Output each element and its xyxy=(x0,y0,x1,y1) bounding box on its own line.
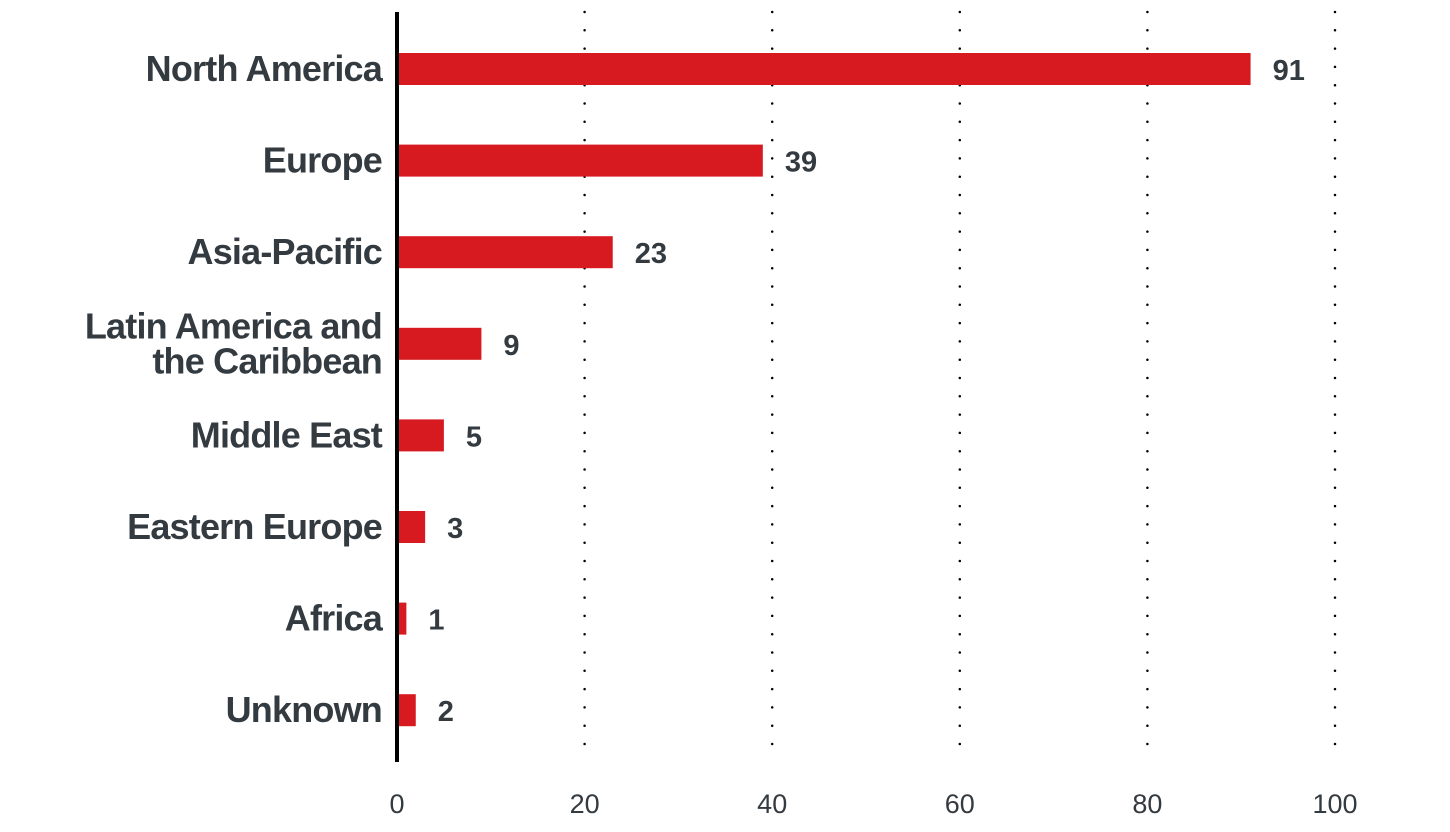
category-label-line: Eastern Europe xyxy=(127,506,382,547)
category-label-3: Latin America and the Caribbean xyxy=(85,305,382,381)
value-label-5: 3 xyxy=(447,513,463,545)
bar-layer xyxy=(397,53,1251,727)
category-label-line: the Caribbean xyxy=(152,340,382,381)
category-label-line: North America xyxy=(146,48,384,89)
category-label-line: Latin America and xyxy=(85,305,382,346)
x-tick-label-40: 40 xyxy=(757,789,787,819)
bar-0 xyxy=(397,53,1251,85)
category-label-line: Asia-Pacific xyxy=(188,231,383,272)
x-tick-label-100: 100 xyxy=(1312,789,1357,819)
bar-1 xyxy=(397,144,763,177)
x-tick-label-60: 60 xyxy=(945,789,975,819)
grid-layer xyxy=(583,10,1337,764)
category-label-0: North America xyxy=(146,48,384,89)
bar-3 xyxy=(397,327,482,360)
bar-5 xyxy=(397,511,426,543)
bar-6 xyxy=(397,602,407,635)
value-label-6: 1 xyxy=(428,605,444,637)
category-label-2: Asia-Pacific xyxy=(188,231,383,272)
value-label-1: 39 xyxy=(785,147,817,179)
category-label-line: Unknown xyxy=(226,689,382,730)
category-label-line: Africa xyxy=(285,598,384,639)
bar-4 xyxy=(397,419,444,452)
bar-2 xyxy=(397,236,613,269)
category-label-5: Eastern Europe xyxy=(127,506,382,547)
value-label-0: 91 xyxy=(1273,55,1305,87)
x-tick-label-20: 20 xyxy=(570,789,600,819)
value-label-3: 9 xyxy=(503,330,519,362)
value-label-7: 2 xyxy=(438,696,454,728)
value-label-2: 23 xyxy=(635,238,667,270)
x-tick-label-0: 0 xyxy=(389,789,404,819)
category-label-7: Unknown xyxy=(226,689,382,730)
category-label-6: Africa xyxy=(285,598,384,639)
bar-7 xyxy=(397,694,416,727)
value-label-4: 5 xyxy=(466,421,482,453)
category-label-1: Europe xyxy=(263,140,382,181)
category-label-4: Middle East xyxy=(191,414,383,455)
category-label-line: Middle East xyxy=(191,414,383,455)
x-tick-label-80: 80 xyxy=(1132,789,1162,819)
category-label-line: Europe xyxy=(263,140,382,181)
